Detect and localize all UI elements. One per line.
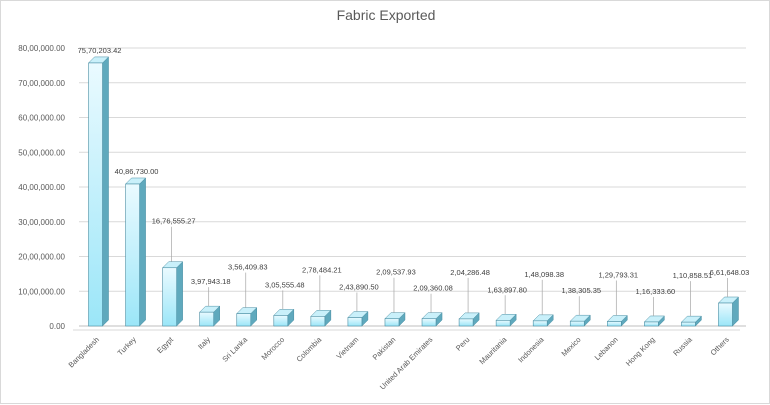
data-label: 3,97,943.18 <box>191 277 231 286</box>
data-label: 2,09,360.08 <box>413 284 453 293</box>
data-label: 2,04,286.48 <box>450 268 490 277</box>
category-labels: Bangladesh Turkey Egypt Italy Sri Lanka Moroc… <box>67 334 731 391</box>
bar <box>347 310 369 327</box>
bar <box>532 314 554 327</box>
data-label: 40,86,730.00 <box>115 167 159 176</box>
bar <box>162 261 184 327</box>
category-label: Pakistan <box>371 335 398 362</box>
data-label: 2,09,537.93 <box>376 268 416 277</box>
category-label: Mexico <box>559 335 582 358</box>
bar <box>643 315 665 327</box>
category-label: Lebanon <box>593 335 620 362</box>
y-tick-label: 10,00,000.00 <box>18 287 65 296</box>
y-tick-label: 50,00,000.00 <box>18 148 65 157</box>
y-tick-label: 30,00,000.00 <box>18 218 65 227</box>
bar <box>236 307 258 327</box>
y-tick-label: 0.00 <box>49 322 65 331</box>
gridlines <box>73 47 746 331</box>
data-label: 3,05,555.48 <box>265 280 305 289</box>
data-label: 16,76,555.27 <box>152 217 196 226</box>
category-label: Bangladesh <box>67 335 101 369</box>
bar <box>569 314 591 327</box>
y-tick-label: 60,00,000.00 <box>18 114 65 123</box>
category-label: Mauritania <box>477 334 509 366</box>
bars <box>87 56 740 327</box>
category-label: Indonesia <box>516 334 546 364</box>
y-tick-label: 40,00,000.00 <box>18 183 65 192</box>
bar <box>199 305 221 327</box>
data-label: 3,56,409.83 <box>228 263 268 272</box>
category-label: Italy <box>196 335 212 351</box>
category-label: Turkey <box>116 335 139 358</box>
category-label: Russia <box>671 334 694 357</box>
data-label: 1,38,305.35 <box>561 286 601 295</box>
data-label: 2,43,890.50 <box>339 283 379 292</box>
category-label: Others <box>709 335 731 357</box>
data-label: 1,29,793.31 <box>598 270 638 279</box>
data-label: 1,48,098.38 <box>524 270 564 279</box>
bar <box>458 312 480 327</box>
data-label: 6,61,648.03 <box>710 268 750 277</box>
bar <box>680 315 703 327</box>
category-label: Vietnam <box>335 335 361 361</box>
bar <box>606 314 628 327</box>
category-label: Sri Lanka <box>220 334 249 363</box>
chart-title: Fabric Exported <box>336 7 436 23</box>
data-labels: 75,70,203.42 40,86,730.00 16,76,555.27 3,97… <box>78 46 750 317</box>
category-label: Morocco <box>260 335 287 362</box>
bar <box>310 309 332 327</box>
bar <box>717 296 740 327</box>
y-tick-label: 80,00,000.00 <box>18 44 65 53</box>
category-label: Peru <box>454 335 472 353</box>
data-label: 75,70,203.42 <box>78 46 122 55</box>
data-label: 1,10,858.51 <box>673 271 713 280</box>
data-label: 2,78,484.21 <box>302 265 342 274</box>
category-label: Colombia <box>295 334 324 363</box>
bar <box>87 56 110 327</box>
bar <box>495 313 517 327</box>
bar <box>124 177 147 327</box>
category-label: Hong Kong <box>624 335 657 368</box>
bar <box>384 312 406 327</box>
y-axis-ticks: 0.00 10,00,000.00 20,00,000.00 30,00,000.00… <box>18 44 65 331</box>
y-tick-label: 70,00,000.00 <box>18 79 65 88</box>
data-label: 1,16,333.60 <box>636 287 676 296</box>
bar <box>421 312 443 327</box>
y-tick-label: 20,00,000.00 <box>18 253 65 262</box>
bar <box>273 308 295 327</box>
data-label: 1,63,897.80 <box>487 285 527 294</box>
category-label: Egypt <box>155 334 176 355</box>
